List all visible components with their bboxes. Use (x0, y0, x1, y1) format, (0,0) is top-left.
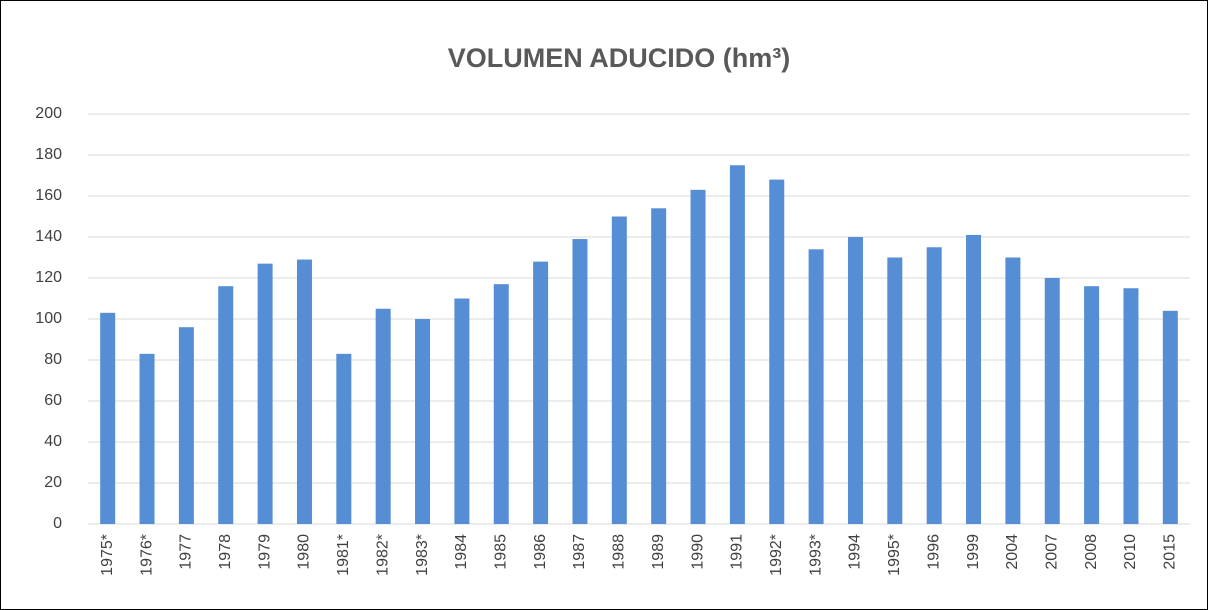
bar (611, 216, 627, 524)
y-tick-label: 160 (35, 187, 62, 204)
x-tick-label: 1990 (689, 534, 706, 570)
y-tick-label: 140 (35, 228, 62, 245)
bar (1084, 286, 1100, 524)
bar (966, 234, 982, 524)
y-tick-label: 80 (44, 351, 62, 368)
x-tick-label: 2010 (1122, 534, 1139, 570)
chart-title: VOLUMEN ADUCIDO (hm³) (448, 43, 790, 73)
x-tick-label: 1988 (611, 534, 628, 570)
x-tick-label: 1996 (925, 534, 942, 570)
bar (139, 353, 155, 524)
x-tick-label: 1984 (453, 534, 470, 570)
x-tick-label: 1985 (492, 534, 509, 570)
y-tick-label: 200 (35, 105, 62, 122)
bar (1005, 257, 1021, 524)
bar (493, 284, 509, 524)
x-tick-label: 1977 (178, 534, 195, 570)
y-tick-label: 40 (44, 433, 62, 450)
bar (336, 353, 352, 524)
x-tick-label: 2007 (1043, 534, 1060, 570)
x-tick-label: 1992* (768, 534, 785, 576)
bar (296, 259, 312, 524)
x-tick-label: 2004 (1004, 534, 1021, 570)
x-tick-label: 1983* (414, 534, 431, 576)
x-tick-label: 1978 (217, 534, 234, 570)
bar (808, 249, 824, 525)
y-tick-label: 180 (35, 146, 62, 163)
bar (769, 179, 785, 524)
x-tick-label: 1975* (99, 534, 116, 576)
bar (178, 327, 194, 524)
x-tick-label: 1976* (138, 534, 155, 576)
y-tick-label: 120 (35, 269, 62, 286)
x-tick-label: 1981* (335, 534, 352, 576)
bar (1123, 288, 1139, 524)
bar (375, 308, 391, 524)
x-tick-label: 1987 (571, 534, 588, 570)
bar (651, 208, 667, 525)
bar (100, 312, 116, 524)
bar (1044, 278, 1060, 524)
x-tick-label: 1979 (256, 534, 273, 570)
x-tick-label: 1995* (886, 534, 903, 576)
bar (847, 237, 863, 524)
bar (218, 286, 234, 524)
x-tick-label: 1999 (965, 534, 982, 570)
bar (415, 319, 431, 524)
x-tick-label: 1993* (807, 534, 824, 576)
bar (729, 165, 745, 524)
x-tick-label: 1994 (847, 534, 864, 570)
bar (533, 261, 549, 524)
x-tick-label: 1991 (729, 534, 746, 570)
x-tick-label: 1982* (374, 534, 391, 576)
bar (926, 247, 942, 524)
x-tick-label: 1986 (532, 534, 549, 570)
y-tick-label: 0 (53, 515, 62, 532)
y-tick-label: 60 (44, 392, 62, 409)
y-tick-label: 20 (44, 474, 62, 491)
bar (887, 257, 903, 524)
bar (572, 239, 588, 525)
x-tick-label: 1989 (650, 534, 667, 570)
bar (454, 298, 470, 524)
y-tick-label: 100 (35, 310, 62, 327)
x-tick-label: 2008 (1083, 534, 1100, 570)
x-tick-label: 2015 (1162, 534, 1179, 570)
bar (1162, 310, 1178, 524)
bar (257, 263, 273, 524)
bar (690, 189, 706, 524)
x-tick-label: 1980 (296, 534, 313, 570)
